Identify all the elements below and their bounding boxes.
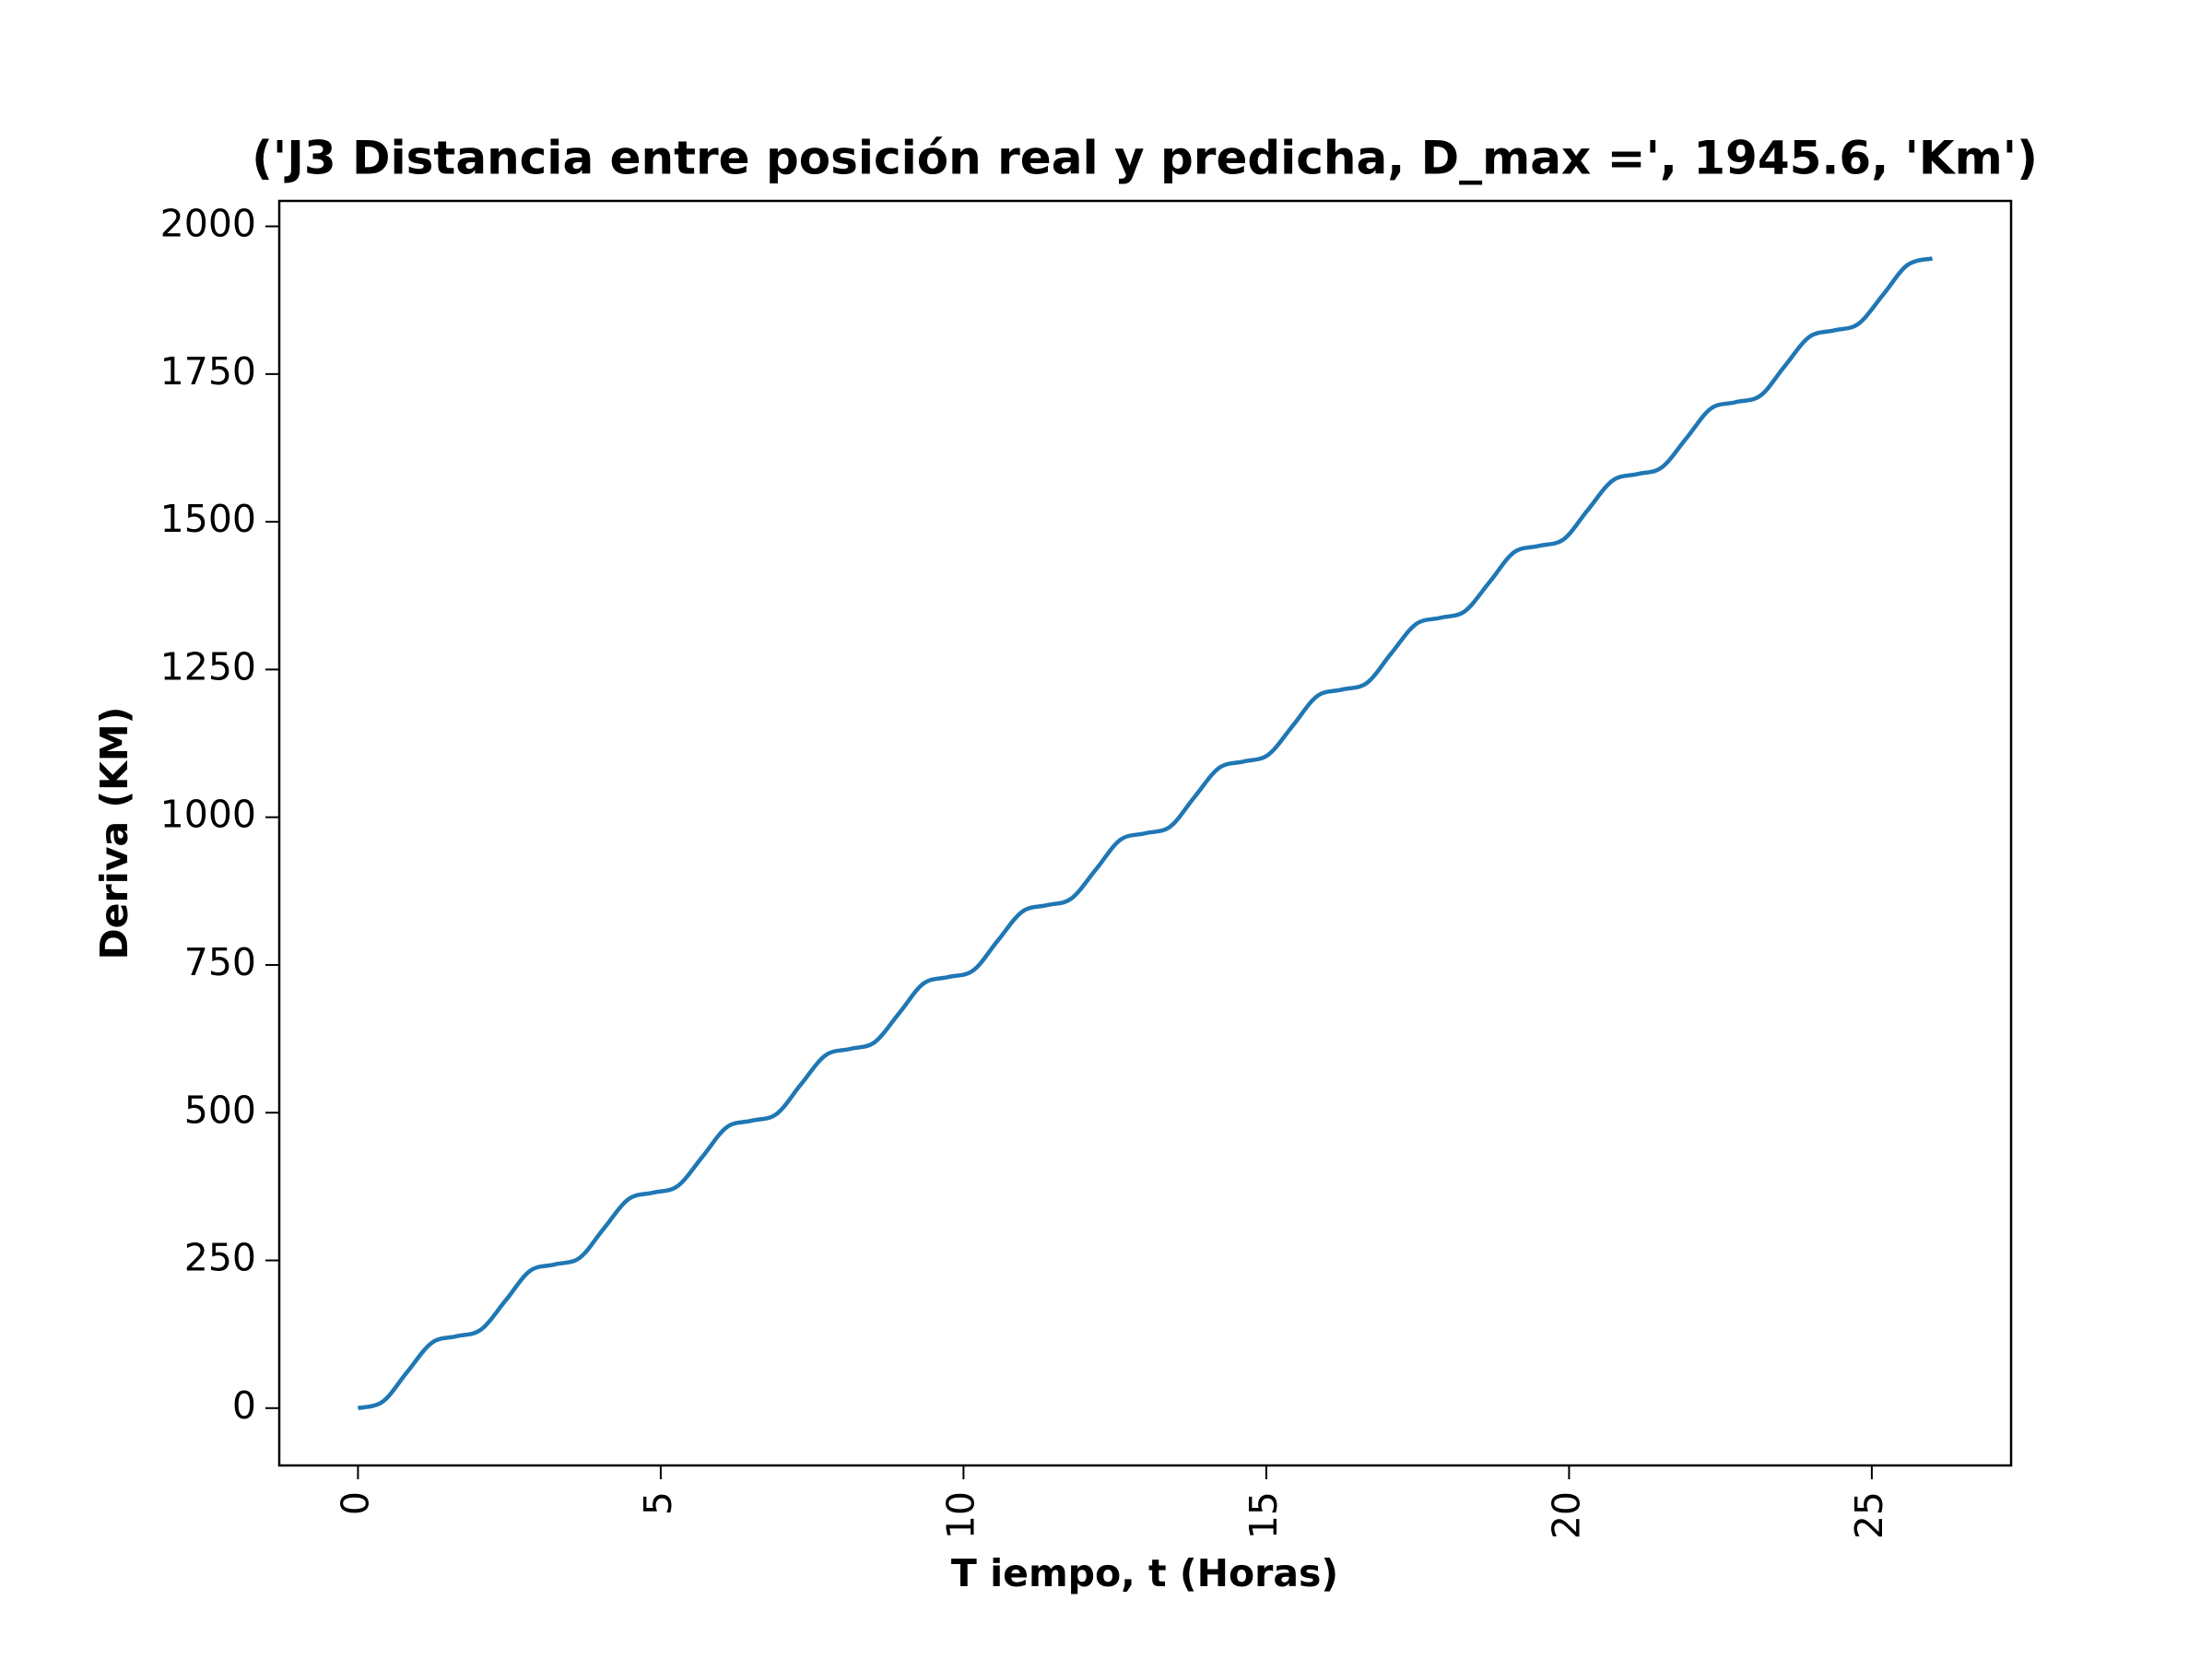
y-tick-label: 1250 <box>160 644 256 688</box>
x-tick-label: 0 <box>333 1491 377 1515</box>
x-tick-label: 20 <box>1544 1491 1588 1539</box>
data-line <box>357 256 1934 1411</box>
x-tick-label: 25 <box>1847 1491 1891 1539</box>
y-tick-label: 250 <box>184 1236 256 1280</box>
y-tick-label: 750 <box>184 940 256 984</box>
y-axis-label: Deriva (KM) <box>92 707 136 960</box>
x-axis-label: T iempo, t (Horas) <box>951 1551 1338 1595</box>
y-tick-label: 500 <box>184 1088 256 1132</box>
y-tick-label: 0 <box>232 1383 256 1428</box>
x-tick-label: 5 <box>636 1491 680 1515</box>
y-tick-label: 1750 <box>160 349 256 394</box>
x-tick-label: 15 <box>1241 1491 1286 1539</box>
y-tick-label: 2000 <box>160 202 256 246</box>
axes-frame <box>277 199 2013 1467</box>
x-tick-label: 10 <box>938 1491 982 1539</box>
y-tick-label: 1000 <box>160 793 256 837</box>
y-tick-label: 1500 <box>160 497 256 541</box>
chart-title: ('J3 Distancia entre posición real y pre… <box>252 132 2038 185</box>
